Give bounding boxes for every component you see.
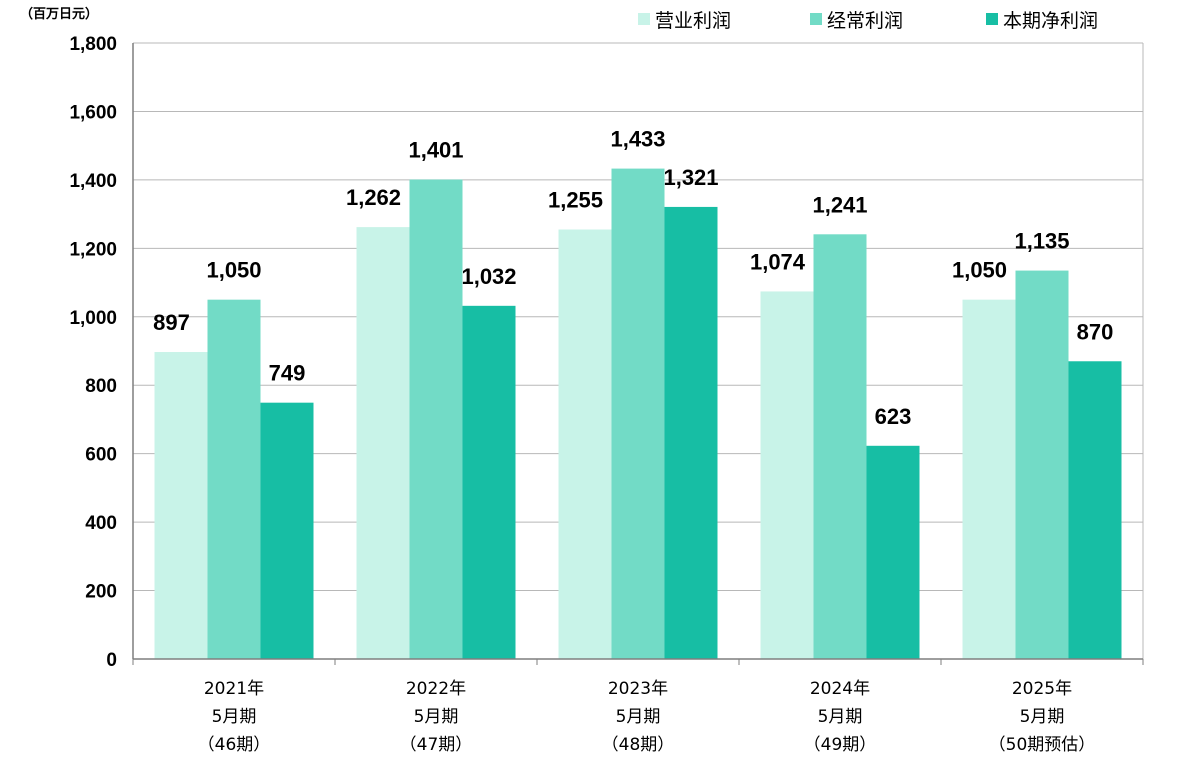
x-category-label: 5月期: [818, 707, 863, 727]
y-tick-label: 0: [106, 650, 117, 671]
y-tick-label: 1,600: [69, 102, 117, 123]
x-category-label: 2024年: [810, 679, 870, 699]
x-category-label: 5月期: [414, 707, 459, 727]
x-category-label: 2022年: [406, 679, 466, 699]
bar: [207, 299, 261, 659]
x-category-label: （48期）: [602, 735, 675, 755]
bar: [409, 179, 463, 659]
x-category-label: （46期）: [198, 735, 271, 755]
data-label: 623: [875, 404, 912, 429]
x-category-label: 2025年: [1012, 679, 1072, 699]
data-label: 1,262: [346, 185, 401, 210]
bar: [962, 299, 1016, 659]
x-category-label: 2021年: [204, 679, 264, 699]
data-labels: 897 1,050 749 1,262 1,401 1,032 1,255 1,433 1,32…: [153, 127, 1113, 429]
bar: [260, 402, 314, 659]
x-category-label: 5月期: [1020, 707, 1065, 727]
bar: [664, 206, 718, 659]
bar: [611, 168, 665, 659]
y-tick-label: 1,000: [69, 308, 117, 329]
data-label: 1,255: [548, 188, 603, 213]
legend-swatch: [986, 13, 998, 25]
y-tick-label: 600: [85, 445, 117, 466]
bars: [154, 168, 1122, 660]
y-axis-ticks: 0 200 400 600 800 1,000 1,200 1,400 1,600 1,800: [69, 34, 117, 671]
y-tick-label: 200: [85, 582, 117, 603]
data-label: 1,050: [206, 258, 261, 283]
data-label: 1,241: [812, 192, 867, 217]
data-label: 1,401: [408, 138, 463, 163]
legend-label: 营业利润: [655, 10, 731, 32]
bar: [154, 352, 208, 659]
x-category-label: （47期）: [400, 735, 473, 755]
data-label: 1,074: [750, 249, 806, 274]
x-category-label: （50期预估）: [989, 735, 1096, 755]
bar: [356, 227, 410, 660]
data-label: 1,050: [952, 258, 1007, 283]
data-label: 1,433: [610, 127, 665, 152]
bar: [760, 291, 814, 659]
legend-label: 本期净利润: [1003, 10, 1098, 32]
axes: [132, 43, 1144, 665]
bar: [1015, 270, 1069, 659]
y-tick-label: 1,200: [69, 239, 117, 260]
y-tick-label: 1,800: [69, 34, 117, 55]
y-tick-label: 400: [85, 513, 117, 534]
unit-label: （百万日元）: [20, 6, 98, 22]
y-tick-label: 1,400: [69, 171, 117, 192]
data-label: 897: [153, 310, 190, 335]
x-axis-categories: 2021年 5月期 （46期） 2022年 5月期 （47期） 2023年 5月期 （48期） 2…: [198, 679, 1096, 755]
legend: 营业利润 经常利润 本期净利润: [638, 10, 1098, 32]
bar: [1068, 361, 1122, 659]
y-tick-label: 800: [85, 376, 117, 397]
data-label: 1,321: [663, 165, 718, 190]
legend-swatch: [810, 13, 822, 25]
data-label: 1,135: [1014, 229, 1069, 254]
data-label: 1,032: [461, 264, 516, 289]
x-category-label: （49期）: [804, 735, 877, 755]
legend-swatch: [638, 13, 650, 25]
bar: [866, 445, 920, 659]
x-category-label: 5月期: [212, 707, 257, 727]
x-category-label: 5月期: [616, 707, 661, 727]
data-label: 749: [269, 361, 306, 386]
x-category-label: 2023年: [608, 679, 668, 699]
bar: [558, 229, 612, 659]
bar: [462, 305, 516, 659]
data-label: 870: [1077, 319, 1114, 344]
legend-label: 经常利润: [827, 10, 903, 32]
bar: [813, 234, 867, 659]
